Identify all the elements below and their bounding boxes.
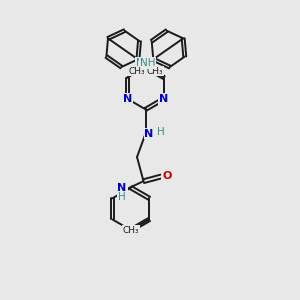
Text: NH: NH	[136, 58, 151, 68]
Text: N: N	[123, 94, 132, 104]
Text: N: N	[141, 62, 150, 72]
Text: CH₃: CH₃	[122, 226, 139, 235]
Text: CH₃: CH₃	[146, 67, 163, 76]
Text: CH₃: CH₃	[128, 67, 145, 76]
Text: N: N	[117, 183, 127, 193]
Text: H: H	[157, 127, 165, 137]
Text: H: H	[118, 192, 126, 202]
Text: O: O	[162, 172, 172, 182]
Text: N: N	[159, 94, 169, 104]
Text: NH: NH	[140, 58, 155, 68]
Text: N: N	[145, 128, 154, 139]
